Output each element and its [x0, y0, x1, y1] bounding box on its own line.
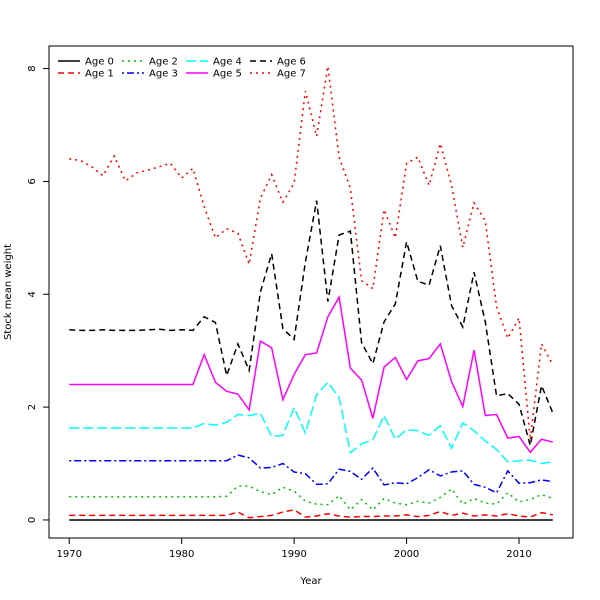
- legend-label: Age 2: [149, 57, 178, 68]
- series-line-age-5: [69, 294, 553, 454]
- y-tick-label: 0: [27, 517, 38, 523]
- legend-label: Age 7: [277, 69, 306, 80]
- y-tick-label: 2: [27, 404, 38, 410]
- legend-label: Age 0: [85, 57, 114, 68]
- x-tick-label: 1970: [57, 549, 82, 560]
- series-line-age-1: [69, 508, 553, 519]
- series-line-age-4: [69, 381, 553, 465]
- legend-label: Age 1: [85, 69, 114, 80]
- x-tick-label: 2010: [506, 549, 531, 560]
- legend-label: Age 4: [213, 57, 242, 68]
- y-axis-title: Stock mean weight: [3, 244, 14, 340]
- y-axis: 0 2 4 6 8: [27, 65, 49, 523]
- legend-label: Age 6: [277, 57, 306, 68]
- series-layer: [69, 66, 554, 521]
- x-axis-title: Year: [299, 576, 322, 587]
- x-tick-label: 1990: [281, 549, 306, 560]
- x-tick-label: 1980: [169, 549, 194, 560]
- y-tick-label: 8: [27, 65, 38, 71]
- series-line-age-3: [69, 454, 553, 494]
- legend-label: Age 3: [149, 69, 178, 80]
- x-tick-label: 2000: [394, 549, 419, 560]
- plot-frame: [48, 45, 574, 539]
- legend-label: Age 5: [213, 69, 242, 80]
- series-line-age-7: [69, 66, 554, 440]
- y-tick-label: 6: [27, 178, 38, 184]
- y-tick-label: 4: [27, 291, 38, 297]
- x-axis: 1970 1980 1990 2000 2010: [57, 538, 532, 560]
- series-line-age-6: [69, 200, 554, 446]
